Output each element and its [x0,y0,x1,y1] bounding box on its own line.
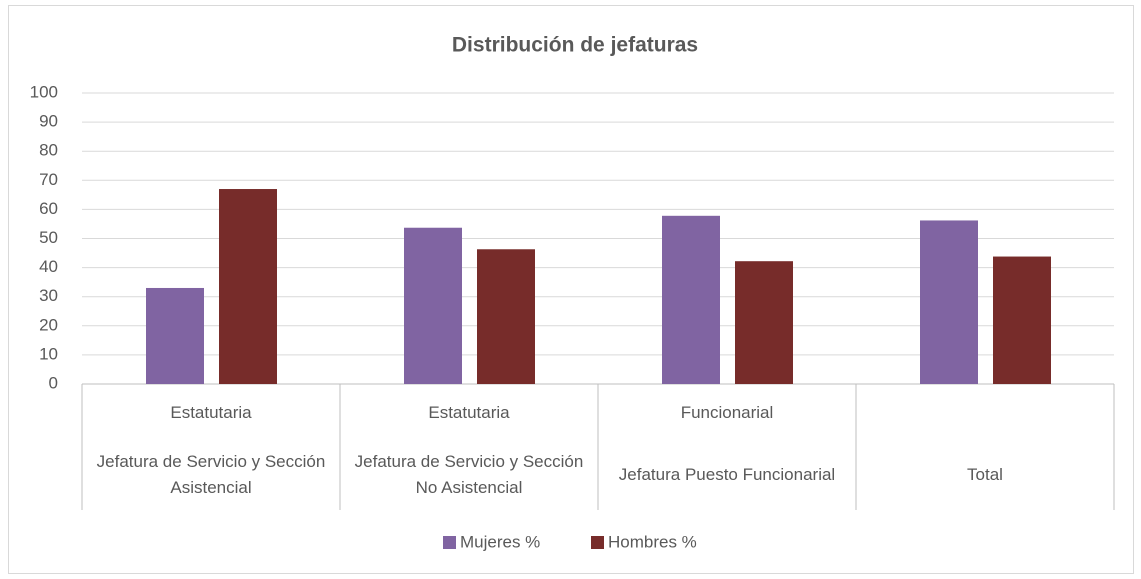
bar [404,227,462,384]
y-tick-label: 80 [39,141,58,160]
chart-title: Distribución de jefaturas [452,34,698,57]
bar [920,220,978,384]
x-tick-label: Total [967,465,1003,484]
y-tick-label: 10 [39,344,58,363]
y-tick-label: 90 [39,112,58,131]
x-group-label: Estatutaria [428,403,510,422]
bar [735,261,793,384]
y-tick-label: 0 [49,373,58,392]
y-tick-label: 100 [30,82,58,101]
x-group-label: Estatutaria [170,403,252,422]
y-tick-label: 70 [39,170,58,189]
legend-label: Hombres % [608,532,697,551]
bar [477,249,535,384]
x-tick-label: Jefatura Puesto Funcionarial [618,465,836,484]
x-tick-label: Jefatura de Servicio y Sección No Asiste… [354,452,584,497]
bar [662,215,720,384]
y-tick-label: 40 [39,257,58,276]
legend-label: Mujeres % [460,532,540,551]
y-tick-label: 50 [39,228,58,247]
y-tick-label: 20 [39,315,58,334]
y-tick-label: 30 [39,286,58,305]
legend-swatch [443,536,456,549]
y-tick-label: 60 [39,199,58,218]
bar [219,189,277,384]
x-tick-label: Jefatura de Servicio y Sección Asistenci… [96,452,326,497]
x-group-label: Funcionarial [680,403,774,422]
legend-swatch [591,536,604,549]
bar [993,256,1051,384]
bar [146,287,204,384]
